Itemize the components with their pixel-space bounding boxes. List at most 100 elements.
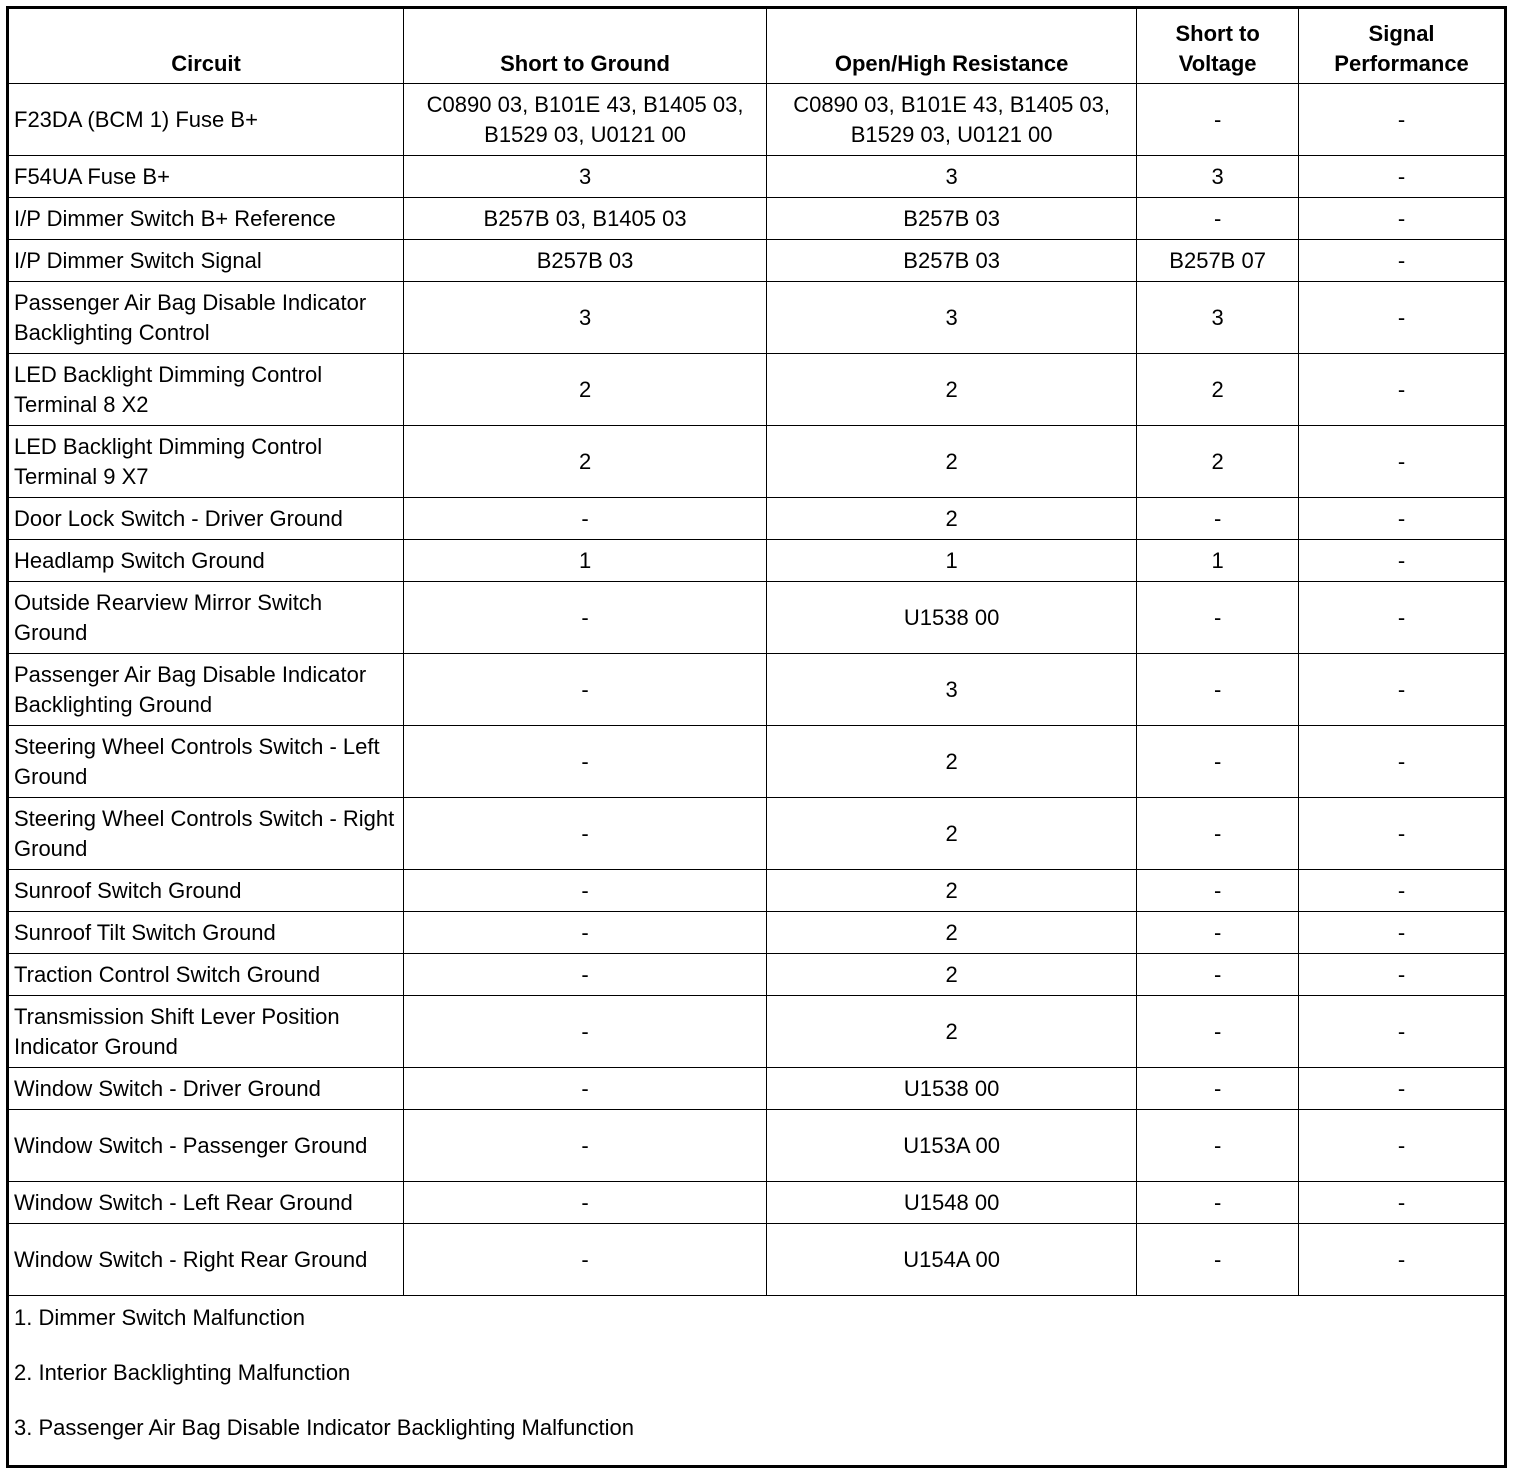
note-2: 2. Interior Backlighting Malfunction bbox=[14, 1360, 351, 1385]
cell-short-to-ground: - bbox=[403, 581, 768, 654]
cell-circuit: Headlamp Switch Ground bbox=[6, 539, 405, 582]
cell-short-to-ground: - bbox=[403, 1067, 768, 1110]
notes-row: 1. Dimmer Switch Malfunction 2. Interior… bbox=[7, 1295, 1506, 1467]
cell-short-to-voltage: - bbox=[1136, 581, 1300, 654]
cell-signal-performance: - bbox=[1298, 869, 1506, 912]
cell-signal-performance: - bbox=[1298, 953, 1506, 996]
header-signal-performance: Signal Performance bbox=[1298, 7, 1506, 84]
cell-circuit: Sunroof Switch Ground bbox=[6, 869, 405, 912]
table-row: Window Switch - Passenger Ground - U153A 0… bbox=[6, 1109, 1506, 1182]
cell-circuit: LED Backlight Dimming Control Terminal 9… bbox=[6, 425, 405, 498]
cell-short-to-ground: - bbox=[403, 995, 768, 1068]
cell-open-high-resistance: 3 bbox=[766, 653, 1138, 726]
cell-signal-performance: - bbox=[1298, 539, 1506, 582]
cell-short-to-ground: 2 bbox=[403, 425, 768, 498]
header-open-high-resistance: Open/High Resistance bbox=[766, 7, 1138, 84]
cell-short-to-voltage: 2 bbox=[1136, 353, 1300, 426]
cell-open-high-resistance: U153A 00 bbox=[766, 1109, 1138, 1182]
cell-open-high-resistance: 2 bbox=[766, 425, 1138, 498]
table-row: I/P Dimmer Switch B+ Reference B257B 03, … bbox=[6, 197, 1506, 240]
cell-circuit: F23DA (BCM 1) Fuse B+ bbox=[6, 83, 405, 156]
cell-short-to-ground: 1 bbox=[403, 539, 768, 582]
cell-short-to-voltage: - bbox=[1136, 197, 1300, 240]
cell-short-to-ground: 3 bbox=[403, 155, 768, 198]
cell-short-to-voltage: - bbox=[1136, 995, 1300, 1068]
note-3: 3. Passenger Air Bag Disable Indicator B… bbox=[14, 1415, 635, 1440]
cell-short-to-voltage: - bbox=[1136, 1223, 1300, 1296]
cell-short-to-voltage: - bbox=[1136, 1109, 1300, 1182]
cell-signal-performance: - bbox=[1298, 581, 1506, 654]
cell-short-to-voltage: - bbox=[1136, 725, 1300, 798]
table-row: Traction Control Switch Ground -2- - bbox=[6, 953, 1506, 996]
cell-short-to-ground: - bbox=[403, 497, 768, 540]
cell-short-to-ground: - bbox=[403, 1181, 768, 1224]
cell-short-to-ground: 3 bbox=[403, 281, 768, 354]
table-row: Outside Rearview Mirror Switch Ground - U1… bbox=[6, 581, 1506, 654]
cell-circuit: Passenger Air Bag Disable Indicator Back… bbox=[6, 281, 405, 354]
cell-short-to-voltage: B257B 07 bbox=[1136, 239, 1300, 282]
cell-circuit: Window Switch - Left Rear Ground bbox=[6, 1181, 405, 1224]
cell-short-to-voltage: 1 bbox=[1136, 539, 1300, 582]
cell-circuit: Steering Wheel Controls Switch - Left Gr… bbox=[6, 725, 405, 798]
cell-short-to-voltage: 3 bbox=[1136, 155, 1300, 198]
cell-signal-performance: - bbox=[1298, 911, 1506, 954]
circuit-dtc-table: Circuit Short to Ground Open/High Resist… bbox=[6, 6, 1507, 1468]
table-row: LED Backlight Dimming Control Terminal 9… bbox=[6, 425, 1506, 498]
cell-open-high-resistance: 2 bbox=[766, 869, 1138, 912]
header-row: Circuit Short to Ground Open/High Resist… bbox=[6, 7, 1506, 84]
cell-signal-performance: - bbox=[1298, 281, 1506, 354]
cell-short-to-ground: - bbox=[403, 725, 768, 798]
table-row: Door Lock Switch - Driver Ground -2- - bbox=[6, 497, 1506, 540]
cell-open-high-resistance: 2 bbox=[766, 725, 1138, 798]
cell-short-to-ground: - bbox=[403, 1223, 768, 1296]
table-row: Passenger Air Bag Disable Indicator Back… bbox=[6, 281, 1506, 354]
cell-open-high-resistance: 2 bbox=[766, 497, 1138, 540]
table-row: Headlamp Switch Ground 1 1 1- bbox=[6, 539, 1506, 582]
cell-circuit: Window Switch - Passenger Ground bbox=[6, 1109, 405, 1182]
table-row: Sunroof Tilt Switch Ground -2- - bbox=[6, 911, 1506, 954]
cell-open-high-resistance: B257B 03 bbox=[766, 197, 1138, 240]
cell-short-to-voltage: - bbox=[1136, 653, 1300, 726]
cell-short-to-ground: B257B 03 bbox=[403, 239, 768, 282]
table-row: Window Switch - Left Rear Ground - U1548 0… bbox=[6, 1181, 1506, 1224]
cell-circuit: Steering Wheel Controls Switch - Right G… bbox=[6, 797, 405, 870]
note-1: 1. Dimmer Switch Malfunction bbox=[14, 1305, 305, 1330]
cell-open-high-resistance: U1538 00 bbox=[766, 1067, 1138, 1110]
cell-circuit: Door Lock Switch - Driver Ground bbox=[6, 497, 405, 540]
cell-short-to-voltage: - bbox=[1136, 1067, 1300, 1110]
cell-short-to-voltage: - bbox=[1136, 953, 1300, 996]
cell-short-to-voltage: - bbox=[1136, 83, 1300, 156]
table-row: I/P Dimmer Switch Signal B257B 03 B257B 03… bbox=[6, 239, 1506, 282]
cell-open-high-resistance: 2 bbox=[766, 953, 1138, 996]
cell-signal-performance: - bbox=[1298, 653, 1506, 726]
cell-open-high-resistance: 2 bbox=[766, 911, 1138, 954]
cell-circuit: Transmission Shift Lever Position Indica… bbox=[6, 995, 405, 1068]
cell-circuit: LED Backlight Dimming Control Terminal 8… bbox=[6, 353, 405, 426]
header-short-to-voltage: Short to Voltage bbox=[1136, 7, 1300, 84]
cell-short-to-voltage: - bbox=[1136, 1181, 1300, 1224]
cell-short-to-ground: - bbox=[403, 953, 768, 996]
cell-open-high-resistance: U1538 00 bbox=[766, 581, 1138, 654]
cell-short-to-voltage: 2 bbox=[1136, 425, 1300, 498]
table-row: Sunroof Switch Ground -2- - bbox=[6, 869, 1506, 912]
cell-open-high-resistance: 2 bbox=[766, 995, 1138, 1068]
cell-short-to-ground: - bbox=[403, 869, 768, 912]
cell-circuit: I/P Dimmer Switch B+ Reference bbox=[6, 197, 405, 240]
cell-open-high-resistance: U154A 00 bbox=[766, 1223, 1138, 1296]
cell-signal-performance: - bbox=[1298, 797, 1506, 870]
cell-signal-performance: - bbox=[1298, 1109, 1506, 1182]
cell-signal-performance: - bbox=[1298, 197, 1506, 240]
cell-signal-performance: - bbox=[1298, 497, 1506, 540]
table-row: Transmission Shift Lever Position Indica… bbox=[6, 995, 1506, 1068]
cell-short-to-ground: C0890 03, B101E 43, B1405 03, B1529 03, … bbox=[403, 83, 768, 156]
cell-short-to-voltage: - bbox=[1136, 869, 1300, 912]
table-row: Steering Wheel Controls Switch - Left Gr… bbox=[6, 725, 1506, 798]
cell-circuit: Passenger Air Bag Disable Indicator Back… bbox=[6, 653, 405, 726]
cell-signal-performance: - bbox=[1298, 1223, 1506, 1296]
table-row: Passenger Air Bag Disable Indicator Back… bbox=[6, 653, 1506, 726]
table-row: F23DA (BCM 1) Fuse B+ C0890 03, B101E 43,… bbox=[6, 83, 1506, 156]
cell-open-high-resistance: C0890 03, B101E 43, B1405 03, B1529 03, … bbox=[766, 83, 1138, 156]
cell-short-to-ground: 2 bbox=[403, 353, 768, 426]
cell-signal-performance: - bbox=[1298, 1067, 1506, 1110]
cell-signal-performance: - bbox=[1298, 1181, 1506, 1224]
